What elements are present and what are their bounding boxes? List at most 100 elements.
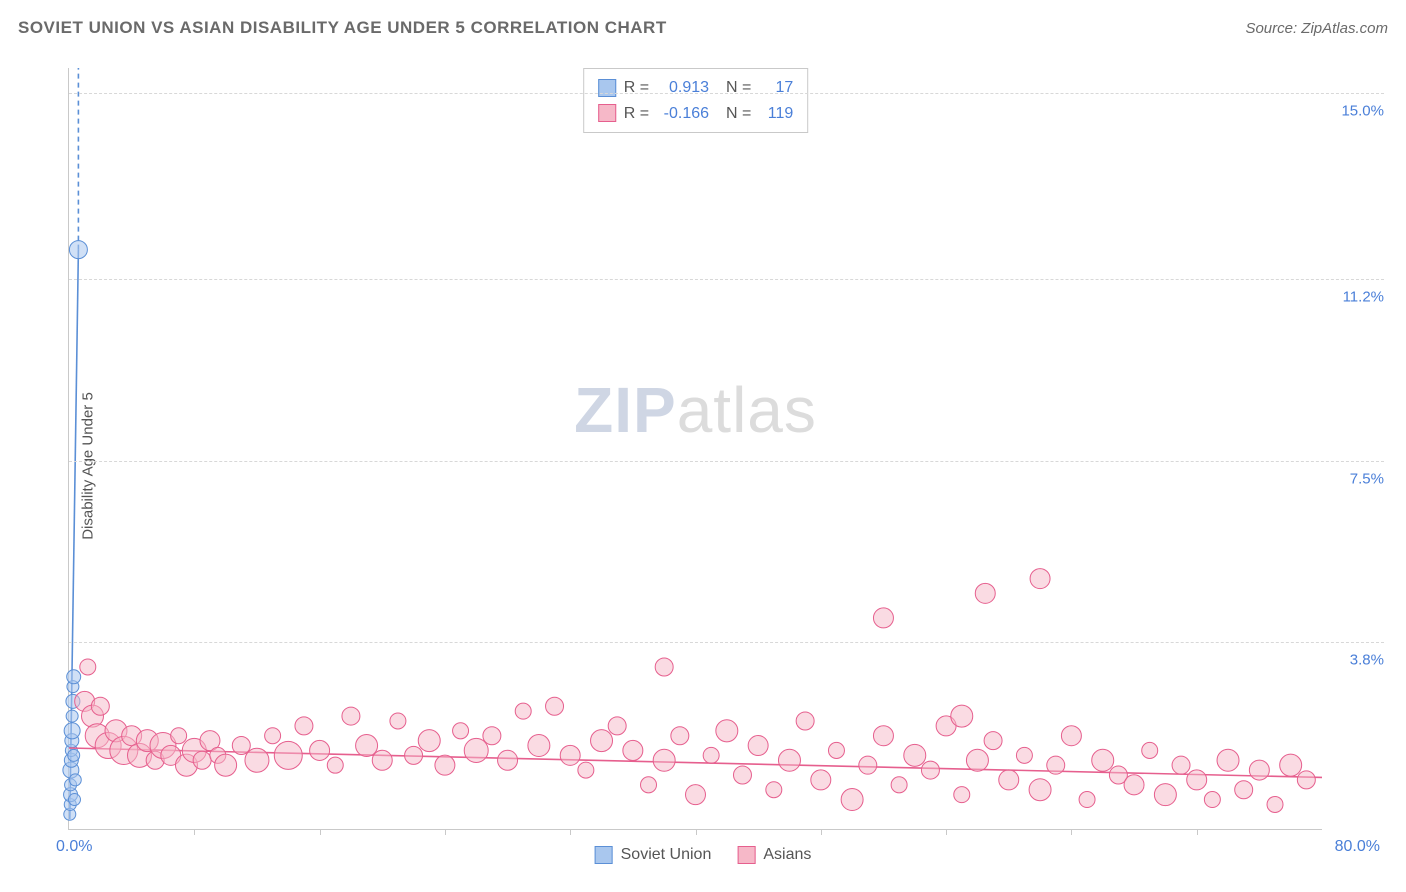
data-point (1297, 771, 1315, 789)
data-point (796, 712, 814, 730)
data-point (390, 713, 406, 729)
data-point (1061, 726, 1081, 746)
data-point (66, 710, 78, 722)
y-tick-label: 3.8% (1350, 652, 1384, 669)
chart-area: Disability Age Under 5 ZIPatlas R = 0.91… (18, 60, 1388, 872)
data-point (671, 727, 689, 745)
data-point (703, 747, 719, 763)
data-point (641, 777, 657, 793)
legend-swatch (595, 846, 613, 864)
x-max-label: 80.0% (1335, 838, 1380, 856)
x-tick (1197, 829, 1198, 835)
data-point (686, 785, 706, 805)
data-point (578, 762, 594, 778)
data-point (1029, 779, 1051, 801)
data-point (1217, 749, 1239, 771)
data-point (1235, 781, 1253, 799)
data-point (1249, 760, 1269, 780)
data-point (342, 707, 360, 725)
data-point (295, 717, 313, 735)
data-point (655, 658, 673, 676)
data-point (435, 755, 455, 775)
data-point (873, 726, 893, 746)
plot-region: ZIPatlas R = 0.913 N = 17R = -0.166 N = … (68, 68, 1322, 830)
data-point (68, 749, 80, 761)
data-point (733, 766, 751, 784)
x-tick (1071, 829, 1072, 835)
y-tick-label: 7.5% (1350, 470, 1384, 487)
data-point (418, 730, 440, 752)
gridline (69, 642, 1384, 643)
x-tick (821, 829, 822, 835)
x-tick (570, 829, 571, 835)
data-point (91, 697, 109, 715)
data-point (1142, 742, 1158, 758)
data-point (841, 789, 863, 811)
data-point (215, 754, 237, 776)
data-point (453, 723, 469, 739)
data-point (1204, 792, 1220, 808)
data-point (310, 740, 330, 760)
data-point (891, 777, 907, 793)
gridline (69, 93, 1384, 94)
data-point (1124, 775, 1144, 795)
data-point (828, 742, 844, 758)
chart-source: Source: ZipAtlas.com (1245, 20, 1388, 37)
data-point (193, 751, 211, 769)
data-point (69, 241, 87, 259)
data-point (1030, 569, 1050, 589)
data-point (560, 745, 580, 765)
data-point (1172, 756, 1190, 774)
data-point (921, 761, 939, 779)
data-point (265, 728, 281, 744)
data-point (274, 741, 302, 769)
data-point (873, 608, 893, 628)
x-tick (445, 829, 446, 835)
x-tick (320, 829, 321, 835)
legend-swatch (737, 846, 755, 864)
data-point (975, 583, 995, 603)
series-legend-item: Asians (737, 846, 811, 864)
data-point (951, 705, 973, 727)
data-point (64, 723, 80, 739)
data-point (1267, 796, 1283, 812)
data-point (716, 720, 738, 742)
data-point (483, 727, 501, 745)
data-point (245, 748, 269, 772)
data-point (356, 735, 378, 757)
data-point (811, 770, 831, 790)
data-point (904, 744, 926, 766)
plot-svg (69, 68, 1322, 829)
chart-title: SOVIET UNION VS ASIAN DISABILITY AGE UND… (18, 18, 667, 38)
data-point (405, 746, 423, 764)
data-point (1187, 770, 1207, 790)
series-legend: Soviet Union Asians (595, 846, 812, 864)
series-legend-label: Soviet Union (621, 846, 712, 864)
data-point (778, 749, 800, 771)
data-point (232, 737, 250, 755)
data-point (171, 728, 187, 744)
y-tick-label: 15.0% (1341, 102, 1384, 119)
data-point (528, 735, 550, 757)
data-point (954, 787, 970, 803)
data-point (591, 730, 613, 752)
y-tick-label: 11.2% (1343, 289, 1384, 306)
data-point (766, 782, 782, 798)
chart-header: SOVIET UNION VS ASIAN DISABILITY AGE UND… (18, 18, 1388, 38)
data-point (984, 732, 1002, 750)
data-point (1280, 754, 1302, 776)
data-point (623, 740, 643, 760)
data-point (372, 750, 392, 770)
x-origin-label: 0.0% (56, 838, 92, 856)
data-point (966, 749, 988, 771)
x-tick (946, 829, 947, 835)
data-point (464, 738, 488, 762)
data-point (859, 756, 877, 774)
data-point (67, 670, 81, 684)
data-point (1016, 747, 1032, 763)
data-point (1079, 792, 1095, 808)
gridline (69, 279, 1384, 280)
data-point (498, 750, 518, 770)
data-point (1154, 784, 1176, 806)
data-point (748, 736, 768, 756)
